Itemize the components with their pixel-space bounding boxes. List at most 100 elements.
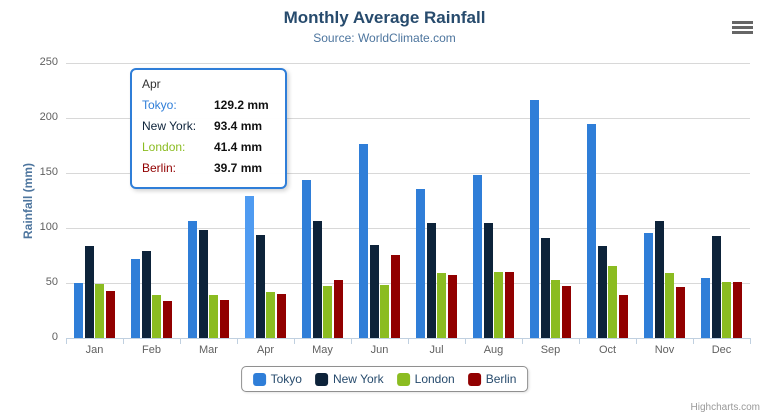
y-axis-label-100: 100	[39, 221, 58, 233]
chart-title: Monthly Average Rainfall	[283, 8, 486, 27]
bar-tokyo-mar[interactable]	[188, 220, 198, 338]
bar-london-jul[interactable]	[437, 273, 447, 338]
legend-swatch-icon	[314, 372, 328, 386]
bar-london-oct[interactable]	[608, 266, 618, 338]
bar-london-aug[interactable]	[494, 272, 504, 338]
x-axis-tick	[237, 338, 238, 344]
bar-berlin-mar[interactable]	[219, 300, 229, 338]
x-axis-tick	[408, 338, 409, 344]
legend-item-label: London	[414, 372, 455, 386]
bar-tokyo-jul[interactable]	[416, 188, 426, 338]
tooltip-row-berlin: Berlin: 39.7 mm	[142, 158, 275, 179]
legend-swatch-icon	[396, 372, 410, 386]
bar-berlin-oct[interactable]	[618, 294, 628, 338]
bar-new-york-apr[interactable]	[255, 235, 265, 338]
y-gridline-200	[66, 117, 750, 119]
tooltip-rows: Tokyo: 129.2 mm New York: 93.4 mm London: 41.…	[142, 95, 275, 179]
tooltip-header: Apr	[142, 77, 161, 91]
bar-tokyo-sep[interactable]	[530, 99, 540, 338]
bar-berlin-jul[interactable]	[447, 274, 457, 338]
bar-berlin-nov[interactable]	[675, 286, 685, 338]
bar-new-york-jan[interactable]	[84, 246, 94, 338]
bar-london-jun[interactable]	[380, 284, 390, 338]
bar-tokyo-jan[interactable]	[74, 283, 84, 338]
credits-link[interactable]: Highcharts.com	[690, 402, 760, 413]
bar-new-york-sep[interactable]	[540, 237, 550, 338]
x-axis-label-sep: Sep	[540, 344, 561, 356]
y-gridline-50	[66, 282, 750, 284]
legend-item-tokyo[interactable]: Tokyo	[252, 372, 302, 386]
bar-berlin-aug[interactable]	[504, 271, 514, 338]
y-axis-label-150: 150	[39, 166, 58, 178]
x-axis-tick	[465, 338, 466, 344]
x-axis-tick	[294, 338, 295, 344]
x-axis-tick	[123, 338, 124, 344]
y-gridline-100	[66, 227, 750, 229]
tooltip-series-name: Tokyo:	[142, 98, 177, 112]
bar-berlin-sep[interactable]	[561, 285, 571, 338]
bar-berlin-jan[interactable]	[105, 291, 115, 338]
y-gridline-250	[66, 62, 750, 64]
bar-berlin-dec[interactable]	[732, 281, 742, 338]
y-axis-label-50: 50	[45, 276, 58, 288]
bar-new-york-jul[interactable]	[426, 222, 436, 338]
x-axis-label-nov: Nov	[654, 344, 675, 356]
bar-berlin-feb[interactable]	[162, 301, 172, 338]
legend-item-london[interactable]: London	[396, 372, 455, 386]
chart-subtitle: Source: WorldClimate.com	[313, 31, 456, 45]
bar-london-mar[interactable]	[209, 294, 219, 338]
hamburger-icon	[732, 26, 753, 29]
x-axis-tick	[579, 338, 580, 344]
legend-item-new-york[interactable]: New York	[314, 372, 384, 386]
bar-tokyo-may[interactable]	[302, 179, 312, 338]
bar-tokyo-apr[interactable]	[245, 195, 255, 338]
bar-new-york-aug[interactable]	[483, 223, 493, 338]
bar-tokyo-jun[interactable]	[359, 144, 369, 338]
x-axis-label-jul: Jul	[429, 344, 444, 356]
bar-new-york-may[interactable]	[312, 221, 322, 338]
tooltip-series-name: New York:	[142, 119, 197, 133]
bar-tokyo-feb[interactable]	[131, 259, 141, 338]
bar-new-york-nov[interactable]	[654, 220, 664, 338]
tooltip-series-name: London:	[142, 140, 186, 154]
y-axis-label-0: 0	[51, 331, 58, 343]
x-axis-label-apr: Apr	[256, 344, 275, 356]
x-axis-label-dec: Dec	[711, 344, 732, 356]
bar-london-nov[interactable]	[665, 272, 675, 338]
tooltip-row-tokyo: Tokyo: 129.2 mm	[142, 95, 275, 116]
tooltip: Apr Tokyo: 129.2 mm New York: 93.4 mm London…	[130, 68, 287, 189]
tooltip-series-value: 39.7 mm	[214, 161, 263, 175]
bar-new-york-mar[interactable]	[198, 229, 208, 338]
x-axis-tick	[522, 338, 523, 344]
context-menu-button[interactable]	[732, 21, 753, 36]
hamburger-icon	[732, 31, 753, 34]
bar-tokyo-oct[interactable]	[587, 124, 597, 338]
bar-new-york-jun[interactable]	[369, 245, 379, 338]
tooltip-series-name: Berlin:	[142, 161, 177, 175]
bar-london-sep[interactable]	[551, 280, 561, 338]
bar-tokyo-dec[interactable]	[701, 278, 711, 338]
bar-new-york-feb[interactable]	[141, 251, 151, 338]
bar-new-york-oct[interactable]	[597, 246, 607, 338]
x-axis-label-mar: Mar	[199, 344, 218, 356]
bar-new-york-dec[interactable]	[711, 236, 721, 338]
x-axis-label-feb: Feb	[142, 344, 161, 356]
y-axis-label-250: 250	[39, 56, 58, 68]
bar-berlin-may[interactable]	[333, 280, 343, 338]
x-axis-label-aug: Aug	[483, 344, 504, 356]
tooltip-row-london: London: 41.4 mm	[142, 137, 275, 158]
bar-berlin-jun[interactable]	[390, 254, 400, 338]
bar-london-feb[interactable]	[152, 295, 162, 338]
bar-london-may[interactable]	[323, 286, 333, 338]
y-axis-label-200: 200	[39, 111, 58, 123]
bar-london-jan[interactable]	[95, 284, 105, 338]
bar-tokyo-nov[interactable]	[644, 232, 654, 338]
legend-item-label: Berlin	[485, 372, 517, 386]
bar-london-dec[interactable]	[722, 281, 732, 338]
bar-tokyo-aug[interactable]	[473, 174, 483, 338]
bar-berlin-apr[interactable]	[276, 294, 286, 338]
bar-london-apr[interactable]	[266, 292, 276, 338]
tooltip-series-value: 41.4 mm	[214, 140, 263, 154]
legend-item-berlin[interactable]: Berlin	[467, 372, 517, 386]
x-axis-tick	[180, 338, 181, 344]
